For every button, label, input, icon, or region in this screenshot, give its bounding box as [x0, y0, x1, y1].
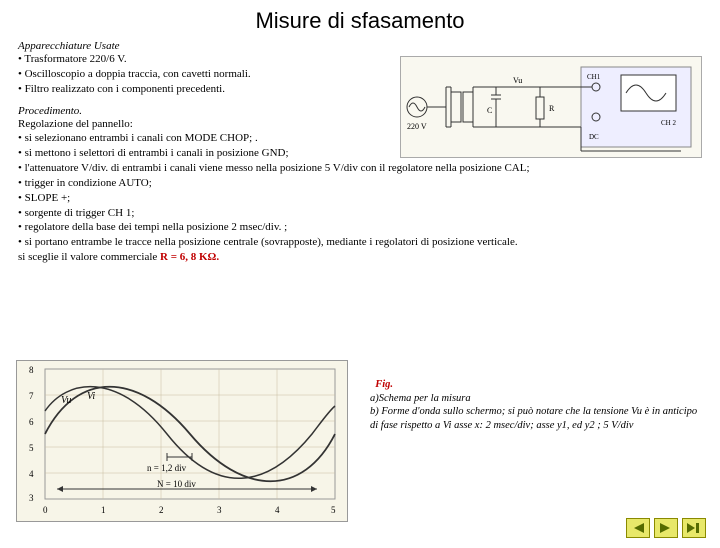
circuit-schematic: 220 V C Vu R CH1 CH 2 DC: [400, 56, 702, 158]
waveform-graph: 8 7 6 5 4 3 0 1 2 3 4 5 Vu Vi n = 1,2 di…: [16, 360, 348, 522]
vi-wave-label: Vi: [87, 391, 95, 402]
svg-text:4: 4: [29, 469, 34, 479]
proc-item-text: si portano entrambe le tracce nella posi…: [25, 236, 518, 248]
proc-item-text: trigger in condizione AUTO;: [25, 177, 152, 189]
svg-text:2: 2: [159, 505, 164, 515]
proc-tail-red: R = 6, 8 KΩ.: [160, 251, 219, 263]
proc-item: • SLOPE +;: [18, 191, 702, 206]
equip-item-text: Oscilloscopio a doppia traccia, con cave…: [25, 68, 251, 80]
svg-text:8: 8: [29, 365, 34, 375]
proc-item-text: l'attenuatore V/div. di entrambi i canal…: [25, 162, 530, 174]
page-title: Misure di sfasamento: [0, 8, 720, 34]
svg-text:5: 5: [331, 505, 336, 515]
equip-item-text: Filtro realizzato con i componenti prece…: [25, 83, 225, 95]
big-n-label: N = 10 div: [157, 479, 196, 489]
proc-item-text: si mettono i selettori di entrambi i can…: [25, 147, 289, 159]
svg-text:3: 3: [29, 493, 34, 503]
vu-label: Vu: [513, 76, 522, 85]
r-label: R: [549, 104, 555, 113]
proc-item-text: SLOPE +;: [25, 192, 71, 204]
ch2-label: CH 2: [661, 119, 676, 127]
equip-item-text: Trasformatore 220/6 V.: [24, 53, 126, 65]
arrow-left-icon: [632, 523, 644, 533]
n-label: n = 1,2 div: [147, 463, 187, 473]
proc-item: • sorgente di trigger CH 1;: [18, 206, 702, 221]
svg-text:6: 6: [29, 417, 34, 427]
proc-tail: si sceglie il valore commerciale R = 6, …: [18, 250, 702, 265]
fig-label: Fig.: [375, 379, 393, 390]
src-label: 220 V: [407, 122, 427, 131]
c-label: C: [487, 106, 492, 115]
svg-text:1: 1: [101, 505, 106, 515]
dc-label: DC: [589, 133, 599, 141]
proc-item: • trigger in condizione AUTO;: [18, 176, 702, 191]
svg-text:3: 3: [217, 505, 222, 515]
arrow-right-icon: [660, 523, 672, 533]
svg-text:0: 0: [43, 505, 48, 515]
next-button[interactable]: [654, 518, 678, 538]
proc-item-text: regolatore della base dei tempi nella po…: [25, 221, 288, 233]
proc-item: • regolatore della base dei tempi nella …: [18, 220, 702, 235]
caption-b: b) Forme d'onda sullo schermo; si può no…: [370, 406, 697, 431]
last-button[interactable]: [682, 518, 706, 538]
proc-item: • si portano entrambe le tracce nella po…: [18, 235, 702, 250]
vu-wave-label: Vu: [61, 395, 71, 406]
svg-text:5: 5: [29, 443, 34, 453]
equip-head: Apparecchiature Usate: [18, 40, 702, 52]
caption-a: a)Schema per la misura: [370, 393, 471, 404]
prev-button[interactable]: [626, 518, 650, 538]
skip-end-icon: [687, 523, 701, 533]
proc-item-text: si selezionano entrambi i canali con MOD…: [25, 132, 258, 144]
svg-text:4: 4: [275, 505, 280, 515]
svg-text:7: 7: [29, 391, 34, 401]
ch1-label: CH1: [587, 73, 601, 81]
proc-tail-pre: si sceglie il valore commerciale: [18, 251, 160, 263]
proc-item: • l'attenuatore V/div. di entrambi i can…: [18, 161, 702, 176]
figure-caption: Fig. a)Schema per la misura b) Forme d'o…: [370, 378, 700, 433]
proc-item-text: sorgente di trigger CH 1;: [25, 207, 135, 219]
nav-icons: [626, 518, 706, 538]
